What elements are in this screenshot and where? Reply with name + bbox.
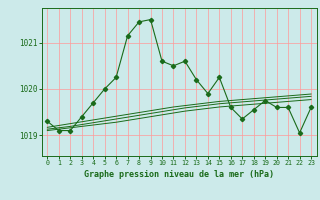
- X-axis label: Graphe pression niveau de la mer (hPa): Graphe pression niveau de la mer (hPa): [84, 170, 274, 179]
